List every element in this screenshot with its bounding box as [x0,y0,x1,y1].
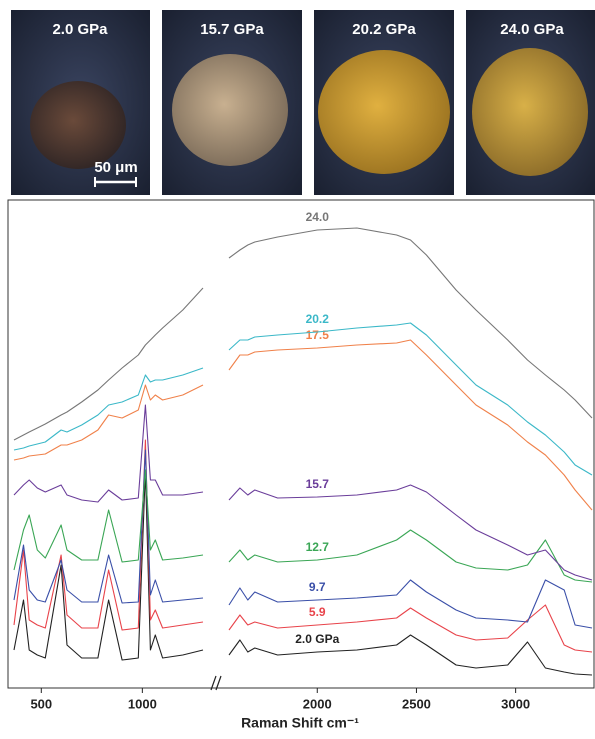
spectrum-line [228,322,593,476]
photo: 15.7 GPa [162,10,302,195]
plot-frame [7,199,595,689]
spectrum-line [13,449,204,604]
x-tick-label: 2500 [402,696,431,711]
x-tick-label: 1000 [128,696,157,711]
series-label: 15.7 [306,477,330,491]
spectrum-line [228,484,593,581]
spectrum-line [228,604,593,653]
photo: 24.0 GPa [466,10,595,195]
spectrum-line [13,287,204,441]
series-label: 2.0 GPa [295,632,339,646]
x-tick-label: 2000 [303,696,332,711]
x-axis-label: Raman Shift cm⁻¹ [241,715,359,731]
spectrum-line [13,367,204,451]
series-label: 9.7 [309,580,326,594]
x-tick-label: 3000 [501,696,530,711]
series-label: 12.7 [306,540,330,554]
spectrum-line [228,339,593,511]
spectrum-line [13,469,204,661]
axis-break [210,675,222,691]
spectrum-line [13,439,204,631]
series-label: 17.5 [306,328,330,342]
photo-label: 15.7 GPa [200,21,264,38]
photo-label: 20.2 GPa [352,21,416,38]
series-label: 5.9 [309,605,326,619]
scale-bar-label: 50 μm [94,159,137,176]
spectrum-line [13,384,204,461]
spectrum-line [228,579,593,629]
photo: 20.2 GPa [314,10,454,195]
spectrum-line [228,634,593,676]
photo-label: 2.0 GPa [52,21,108,38]
photo: 2.0 GPa 50 μm [11,10,150,195]
spectrum-line [13,469,204,571]
series-label: 24.0 [306,210,330,224]
x-tick-label: 500 [30,696,52,711]
spectrum-line [228,529,593,583]
series-label: 20.2 [306,312,330,326]
spectrum-line [13,404,204,503]
spectrum-line [228,227,593,419]
photo-label: 24.0 GPa [500,21,564,38]
